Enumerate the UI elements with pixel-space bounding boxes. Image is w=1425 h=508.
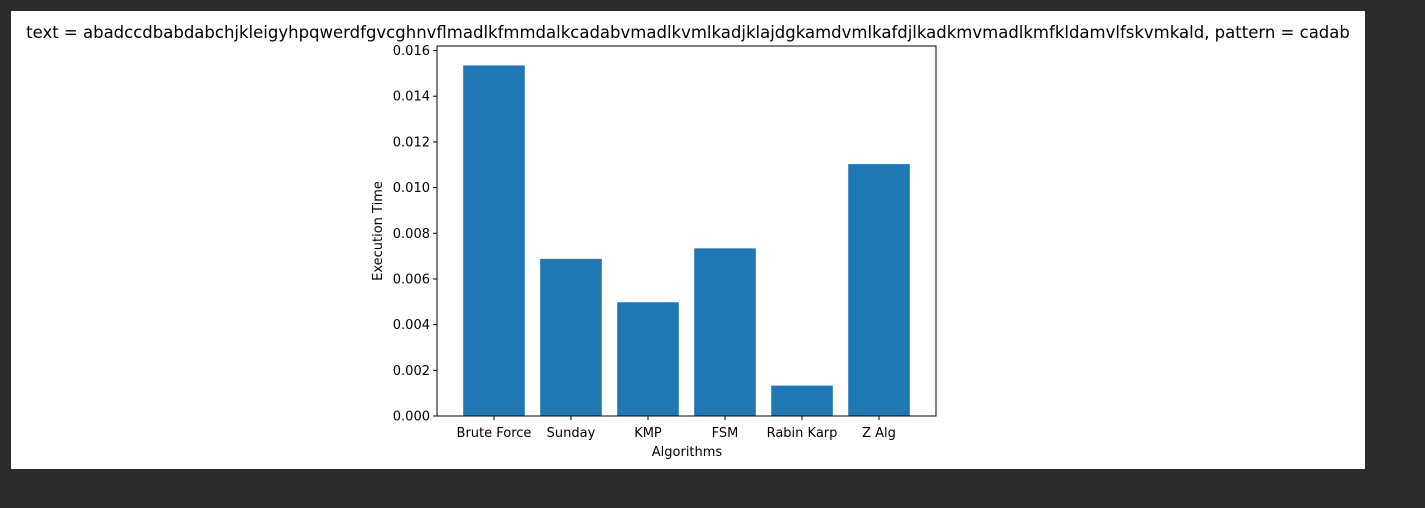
x-tick-label: Sunday bbox=[547, 426, 596, 441]
y-tick-label: 0.012 bbox=[393, 135, 430, 150]
y-axis-label: Execution Time bbox=[371, 181, 386, 281]
plot-area-frame bbox=[436, 45, 937, 417]
bar-fsm bbox=[694, 248, 756, 416]
bar-chart: text = abadccdbabdabchjkleigyhpqwerdfgvc… bbox=[26, 23, 1350, 460]
y-tick-label: 0.006 bbox=[393, 272, 430, 287]
y-tick-label: 0.008 bbox=[393, 227, 430, 242]
y-tick-label: 0.014 bbox=[393, 90, 430, 105]
y-tick-label: 0.002 bbox=[393, 364, 430, 379]
x-axis-label: Algorithms bbox=[652, 445, 723, 460]
x-tick-label: Brute Force bbox=[457, 426, 532, 441]
bars-layer bbox=[463, 65, 910, 417]
figure-canvas: text = abadccdbabdabchjkleigyhpqwerdfgvc… bbox=[11, 11, 1365, 469]
bar-rabin-karp bbox=[771, 385, 833, 416]
y-tick-label: 0.000 bbox=[393, 410, 430, 425]
bar-sunday bbox=[540, 258, 602, 416]
bar-brute-force bbox=[463, 65, 525, 417]
y-tick-label: 0.010 bbox=[393, 181, 430, 196]
bar-kmp bbox=[617, 302, 679, 416]
y-tick-label: 0.004 bbox=[393, 318, 430, 333]
x-tick-label: KMP bbox=[634, 426, 662, 441]
y-tick-label: 0.016 bbox=[393, 44, 430, 59]
x-axis: Brute Force Sunday KMP FSM Rabin Karp Z Alg bbox=[457, 416, 896, 441]
chart-title: text = abadccdbabdabchjkleigyhpqwerdfgvc… bbox=[26, 23, 1350, 42]
bar-z-alg bbox=[848, 164, 910, 416]
x-tick-label: FSM bbox=[712, 426, 739, 441]
x-tick-label: Z Alg bbox=[862, 426, 896, 441]
y-axis: 0.000 0.002 0.004 0.006 0.008 0.010 0.012 0.014… bbox=[393, 44, 437, 425]
x-tick-label: Rabin Karp bbox=[767, 426, 838, 441]
